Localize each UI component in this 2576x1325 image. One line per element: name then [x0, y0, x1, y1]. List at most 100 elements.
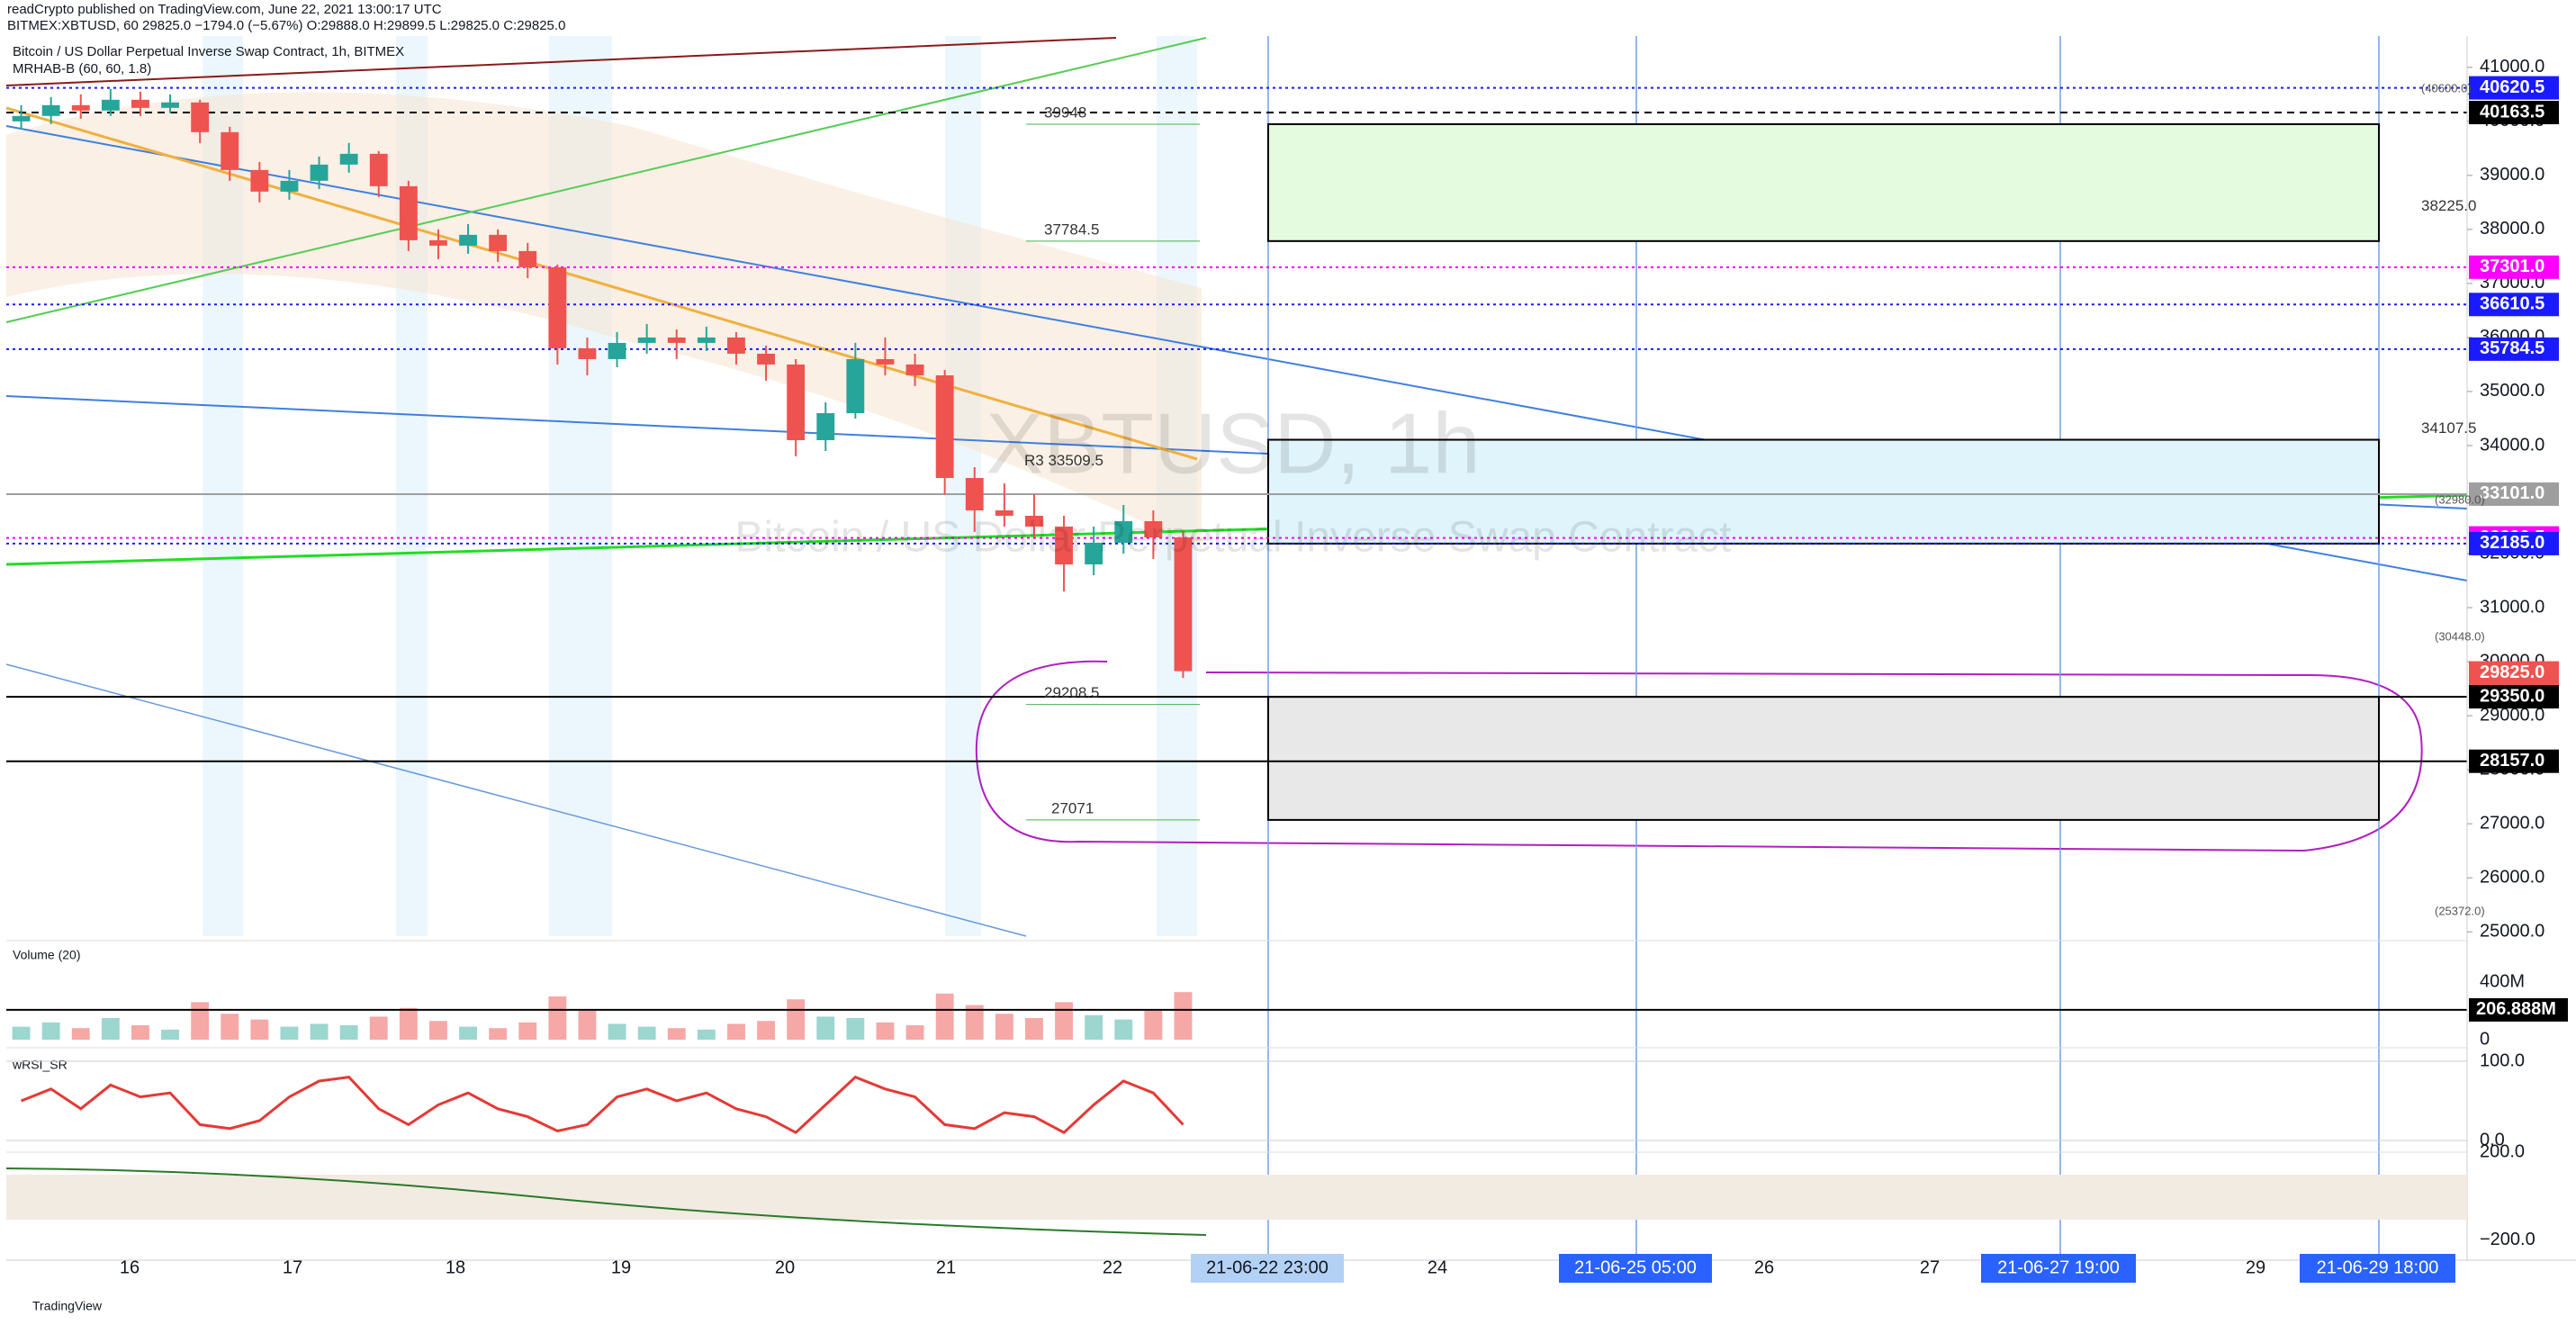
y-tick-label: 400M	[2480, 971, 2525, 991]
annotation: 34107.5	[2421, 419, 2476, 437]
price-badge	[2469, 482, 2559, 506]
x-tick-label: 29	[2246, 1257, 2265, 1277]
volume-bar	[339, 1025, 358, 1041]
y-tick-label: 31000.0	[2480, 597, 2544, 617]
price-badge	[2469, 255, 2559, 279]
annotation: 39948	[1044, 104, 1086, 121]
volume-bar	[548, 996, 567, 1041]
volume-bar	[369, 1016, 388, 1041]
candle-body	[310, 164, 329, 181]
candle-body	[935, 374, 954, 478]
candle-body	[727, 337, 745, 354]
chart-title: Bitcoin / US Dollar Perpetual Inverse Sw…	[13, 44, 404, 59]
candle-body	[191, 102, 210, 132]
candle-body	[905, 364, 924, 375]
candle-body	[846, 358, 865, 413]
candle-body	[1085, 543, 1103, 565]
price-badge	[2469, 685, 2559, 709]
y-tick-label: 41000.0	[2480, 57, 2544, 77]
x-tick-label: 24	[1428, 1257, 1447, 1277]
publisher: readCrypto published on TradingView.com,…	[7, 2, 442, 17]
volume-bar	[787, 999, 806, 1041]
price-badge-label: 37301.0	[2480, 257, 2544, 276]
candle-body	[578, 347, 597, 359]
footer: TradingView	[32, 1299, 103, 1313]
candle-body	[787, 364, 806, 440]
volume-bar	[816, 1016, 835, 1041]
price-badge	[2469, 101, 2559, 125]
candle-body	[161, 102, 179, 108]
candle-body	[1144, 521, 1163, 538]
volume-bar	[518, 1022, 537, 1041]
candle-body	[399, 185, 418, 240]
x-tick-label: 17	[283, 1257, 302, 1277]
volume-bar	[1174, 992, 1193, 1041]
candle-body	[1055, 527, 1073, 565]
candle-body	[965, 477, 984, 511]
volume-bar	[1144, 1011, 1163, 1041]
candle-body	[12, 115, 31, 122]
price-badge	[2469, 337, 2559, 361]
x-tick-label: 18	[446, 1257, 465, 1277]
candle-body	[369, 153, 388, 186]
annotation: (30448.0)	[2435, 630, 2485, 644]
price-badge	[2469, 749, 2559, 773]
volume-bar	[310, 1023, 329, 1041]
candle-body	[667, 337, 686, 343]
volume-bar	[965, 1005, 984, 1041]
zone	[1267, 122, 2380, 242]
candle-body	[697, 337, 716, 343]
indicator: MRHAB-B (60, 60, 1.8)	[13, 61, 151, 77]
volume-bar	[846, 1018, 865, 1041]
pane3-line	[5, 1167, 1207, 1236]
volume-bar	[429, 1021, 447, 1041]
candle-body	[1174, 537, 1193, 672]
price-badge-label: 32185.0	[2480, 533, 2544, 553]
volume-bar	[608, 1023, 626, 1041]
y-tick-label: 26000.0	[2480, 867, 2544, 887]
volume-bar	[131, 1025, 149, 1041]
price-badge	[2469, 76, 2559, 100]
price-badge-label: 36610.5	[2480, 294, 2544, 314]
volume-bar	[578, 1011, 597, 1041]
x-tick-label: 20	[775, 1257, 795, 1277]
time-badge	[1191, 1254, 1344, 1283]
candle-body	[1025, 516, 1043, 527]
volume-bar	[1114, 1019, 1133, 1041]
candle-body	[41, 104, 60, 116]
volume-bar	[101, 1018, 120, 1041]
volume-bar	[1085, 1014, 1103, 1041]
time-badge	[1559, 1254, 1712, 1283]
x-tick-label: 26	[1754, 1257, 1774, 1277]
volume-bar	[995, 1014, 1013, 1041]
quote: BITMEX:XBTUSD, 60 29825.0 −1794.0 (−5.67…	[7, 18, 565, 33]
volume-bar	[250, 1019, 269, 1041]
candle-body	[459, 234, 477, 246]
y-tick-label: 0.0	[2480, 1130, 2505, 1149]
price-badge-label: 33101.0	[2480, 483, 2544, 503]
price-badge	[2469, 661, 2559, 685]
price-badge-label: 29350.0	[2480, 686, 2544, 706]
x-tick-label: 16	[120, 1257, 140, 1277]
candle-body	[757, 353, 775, 365]
y-tick-label: 0	[2480, 1029, 2490, 1049]
y-tick-label: 34000.0	[2480, 435, 2544, 455]
annotation: 27071	[1051, 799, 1094, 816]
x-tick-label: 21	[936, 1257, 956, 1277]
annotation: 37784.5	[1044, 221, 1099, 238]
volume-bar	[697, 1029, 716, 1041]
candle-body	[280, 180, 299, 192]
candle-body	[131, 99, 149, 108]
volume-bar	[161, 1029, 179, 1041]
volume-label: Volume (20)	[13, 948, 80, 962]
volume-bar	[727, 1023, 745, 1041]
price-badge	[2469, 997, 2568, 1022]
volume-bar	[459, 1026, 477, 1041]
candle-body	[489, 234, 508, 251]
time-badge	[2300, 1254, 2455, 1283]
wrsi-line	[20, 1075, 1184, 1135]
annotation: R3 33509.5	[1024, 452, 1103, 469]
price-badge-label: 40163.5	[2480, 102, 2544, 122]
candle-body	[608, 342, 626, 359]
